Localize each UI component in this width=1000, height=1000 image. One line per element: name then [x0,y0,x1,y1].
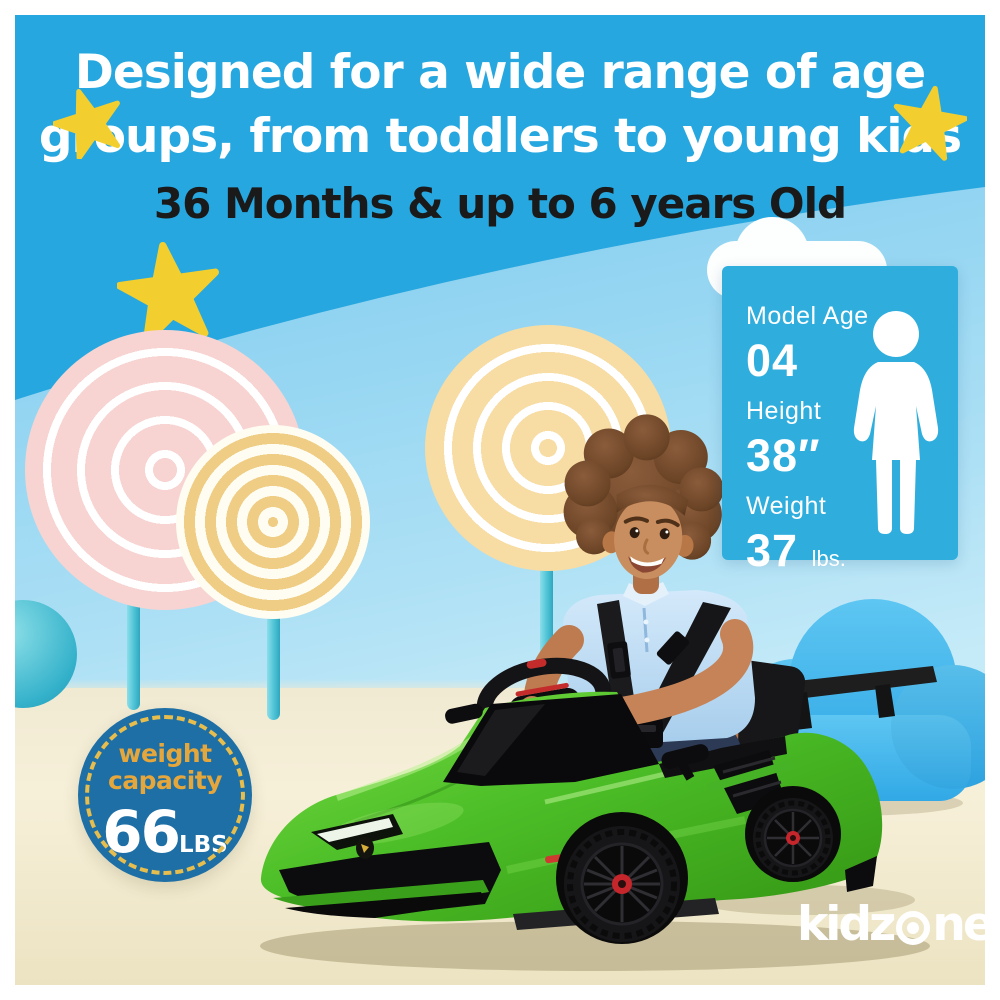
star-icon [893,85,967,161]
headline-line1: Designed for a wide range of age [74,45,926,100]
badge-unit: LBS [178,832,228,858]
headline-subtitle: 36 Months & up to 6 years Old [153,179,847,228]
weight-capacity-badge: weight capacity 66LBS [78,708,252,882]
model-info-card: Model Age 04 Height 38″ Weight 37 lbs. [722,266,958,573]
rear-wheel [753,798,833,878]
hood-badge [356,837,374,859]
badge-value-row: 66LBS [78,798,252,866]
badge-line2: capacity [107,766,223,795]
height-label: Height [746,397,822,425]
model-age-value: 04 [746,335,799,386]
poster: Designed for a wide range of age groups,… [15,15,985,985]
brand-text-right: ne [932,897,985,952]
lollipop-stick [127,580,140,710]
star-icon [117,241,219,345]
brand-text-left: kidz [797,897,896,952]
person-silhouette-icon [853,311,939,534]
weight-value: 37 lbs. [746,525,846,576]
car-and-child-photo [260,414,937,971]
badge-line1: weight [118,739,212,768]
bullseye-icon [896,910,931,945]
brand-logo: kidz ne ® [797,901,985,948]
weight-unit: lbs. [811,546,846,571]
badge-value: 66 [102,798,181,866]
side-mirror [445,703,483,724]
model-age-label: Model Age [746,302,869,330]
side-mirror [661,744,709,769]
header-curve [15,15,985,400]
front-wheel [564,826,680,942]
weight-label: Weight [746,492,827,520]
height-value: 38″ [746,430,821,481]
lollipop-stick [267,610,280,720]
star-icon [53,88,121,159]
lollipop-gold-small [176,425,370,619]
headline-line2: groups, from toddlers to young kids [38,109,962,164]
